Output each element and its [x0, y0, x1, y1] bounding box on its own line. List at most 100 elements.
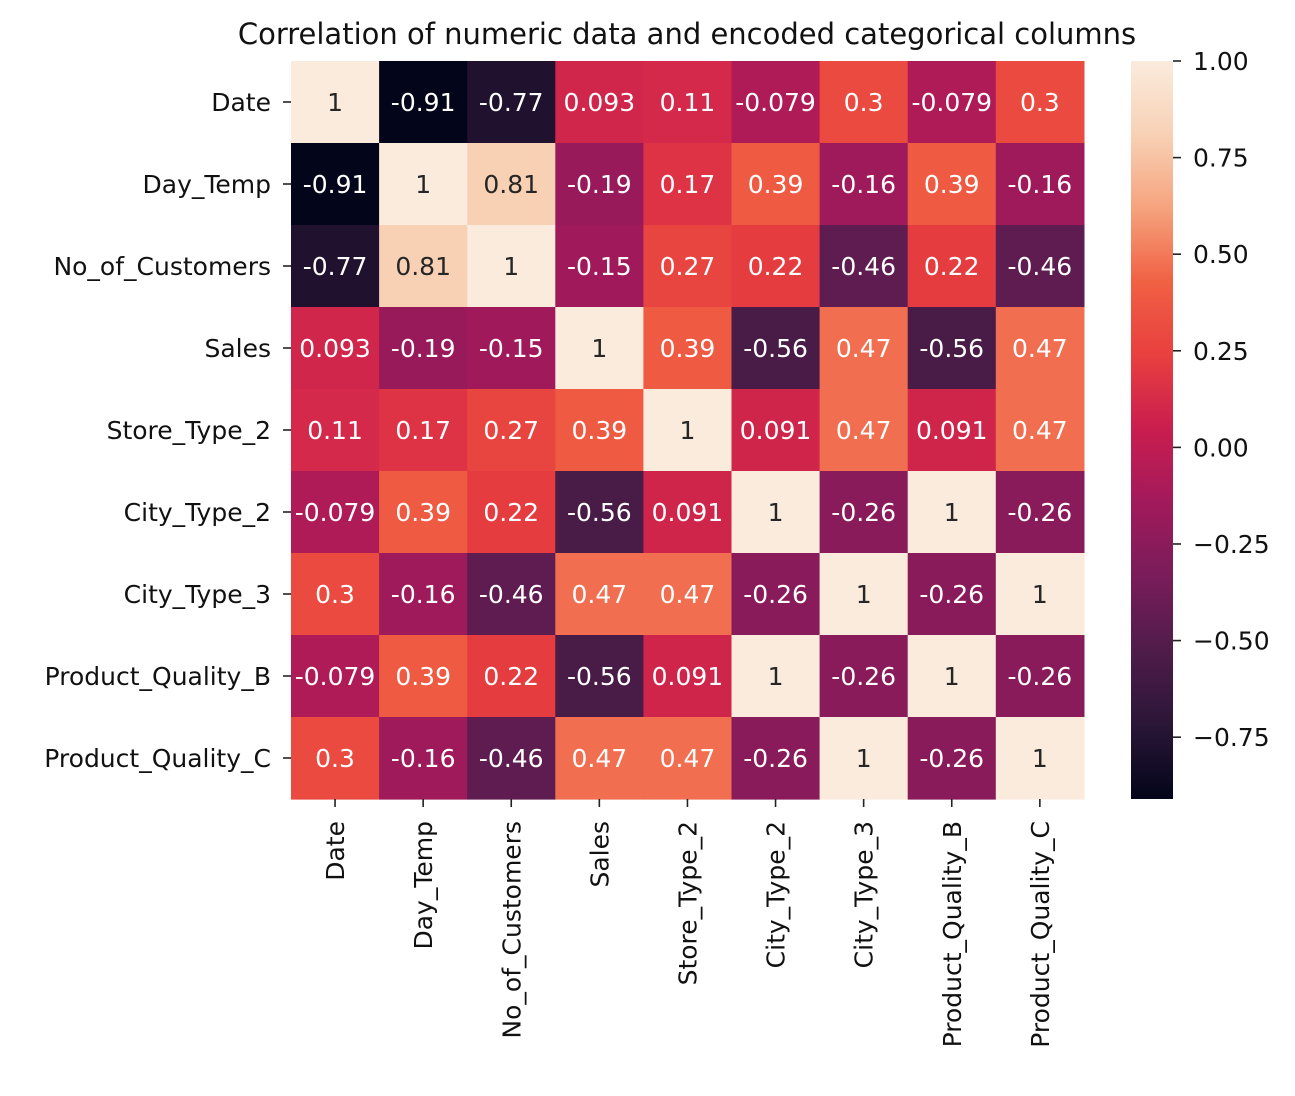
cell-annotation: -0.15	[567, 252, 632, 281]
colorbar-gradient	[1131, 61, 1173, 799]
cell-annotation: 0.091	[740, 416, 812, 445]
x-tick-label-no-of-customers: No_of_Customers	[497, 821, 526, 1039]
cell-annotation: -0.91	[303, 170, 368, 199]
cell-annotation: -0.26	[919, 744, 984, 773]
x-tick-label-product-quality-b: Product_Quality_B	[938, 821, 967, 1047]
heatmap-cell	[291, 635, 380, 718]
heatmap-cell	[643, 307, 733, 390]
cell-annotation: 0.47	[572, 580, 628, 609]
cell-annotation: 1	[415, 170, 431, 199]
heatmap-cell	[643, 225, 733, 308]
heatmap-cell	[379, 389, 468, 472]
cell-annotation: 0.22	[748, 252, 804, 281]
heatmap-cell	[819, 61, 909, 144]
heatmap-cell	[467, 225, 556, 308]
cell-annotation: 1	[944, 498, 960, 527]
heatmap-cell	[555, 635, 644, 718]
heatmap-cell	[907, 717, 997, 800]
x-tick-label-store-type-2: Store_Type_2	[673, 821, 702, 985]
heatmap-cell	[379, 553, 468, 636]
heatmap-cell	[907, 61, 997, 144]
y-tick-label-city-type-2: City_Type_2	[124, 498, 271, 527]
heatmap-cell	[379, 143, 468, 226]
heatmap-cell	[731, 717, 821, 800]
heatmap-cell	[907, 225, 997, 308]
cell-annotation: 0.39	[395, 498, 451, 527]
heatmap-cell	[907, 553, 997, 636]
colorbar-tick-label: −0.75	[1193, 723, 1270, 752]
colorbar-tick-label: −0.50	[1193, 627, 1270, 656]
heatmap-cell	[819, 389, 909, 472]
cell-annotation: -0.26	[831, 498, 896, 527]
cell-annotation: 0.22	[924, 252, 980, 281]
cell-annotation: -0.079	[295, 662, 376, 691]
y-tick-label-no-of-customers: No_of_Customers	[53, 252, 271, 281]
heatmap-cell	[907, 389, 997, 472]
cell-annotation: 0.3	[844, 88, 884, 117]
colorbar-tick-label: 0.00	[1193, 433, 1249, 462]
cell-annotation: -0.77	[303, 252, 368, 281]
cell-annotation: 0.47	[836, 416, 892, 445]
heatmap-cell	[819, 143, 909, 226]
heatmap-cell	[467, 635, 556, 718]
x-tick-label-sales: Sales	[585, 821, 614, 888]
heatmap-cell	[291, 553, 380, 636]
heatmap-cell	[731, 553, 821, 636]
cell-annotation: -0.16	[391, 744, 456, 773]
heatmap-cell	[467, 717, 556, 800]
heatmap-cell	[995, 389, 1085, 472]
cell-annotation: 0.47	[660, 580, 716, 609]
x-tick-label-city-type-3: City_Type_3	[850, 821, 879, 968]
cell-annotation: -0.19	[391, 334, 456, 363]
cell-annotation: 0.093	[564, 88, 636, 117]
heatmap-cells	[291, 61, 1085, 800]
y-tick-label-product-quality-c: Product_Quality_C	[44, 744, 271, 773]
heatmap-cell	[995, 307, 1085, 390]
cell-annotation: -0.26	[831, 662, 896, 691]
y-tick-label-day-temp: Day_Temp	[143, 170, 272, 199]
heatmap-cell	[555, 717, 644, 800]
cell-annotation: 0.3	[1020, 88, 1060, 117]
y-tick-label-city-type-3: City_Type_3	[124, 580, 271, 609]
cell-annotation: 0.39	[660, 334, 716, 363]
cell-annotation: -0.26	[743, 744, 808, 773]
cell-annotation: 0.39	[572, 416, 628, 445]
heatmap-cell	[555, 553, 644, 636]
colorbar-tick-label: 0.50	[1193, 240, 1249, 269]
heatmap-cell	[731, 307, 821, 390]
heatmap-cell	[995, 635, 1085, 718]
heatmap-cell	[907, 471, 997, 554]
x-axis: Date Day_Temp No_of_Customers Sales Store_Ty…	[321, 799, 1055, 1048]
heatmap-cell	[291, 225, 380, 308]
cell-annotation: -0.46	[479, 580, 544, 609]
cell-annotation: -0.46	[479, 744, 544, 773]
heatmap-cell	[995, 553, 1085, 636]
heatmap-cell	[291, 717, 380, 800]
cell-annotation: -0.079	[295, 498, 376, 527]
cell-annotation: 0.091	[916, 416, 988, 445]
cell-annotation: 0.091	[652, 662, 724, 691]
cell-annotation: 1	[679, 416, 695, 445]
cell-annotation: -0.16	[831, 170, 896, 199]
heatmap-cell	[819, 471, 909, 554]
cell-annotations: 1 -0.91 -0.77 0.093 0.11 -0.079 0.3 -0.079 0.3 -0…	[295, 88, 1072, 773]
heatmap-cell	[467, 61, 556, 144]
colorbar-tick-label: 0.75	[1193, 144, 1249, 173]
cell-annotation: -0.46	[831, 252, 896, 281]
x-tick-label-day-temp: Day_Temp	[409, 821, 438, 950]
cell-annotation: -0.079	[735, 88, 816, 117]
cell-annotation: -0.26	[743, 580, 808, 609]
heatmap-cell	[379, 61, 468, 144]
y-tick-label-store-type-2: Store_Type_2	[107, 416, 271, 445]
cell-annotation: 0.091	[652, 498, 724, 527]
cell-annotation: -0.77	[479, 88, 544, 117]
cell-annotation: -0.46	[1008, 252, 1073, 281]
heatmap-cell	[555, 471, 644, 554]
cell-annotation: -0.56	[743, 334, 808, 363]
heatmap-cell	[995, 717, 1085, 800]
cell-annotation: -0.56	[567, 498, 632, 527]
heatmap-cell	[731, 471, 821, 554]
heatmap-cell	[907, 307, 997, 390]
heatmap-cell	[731, 635, 821, 718]
